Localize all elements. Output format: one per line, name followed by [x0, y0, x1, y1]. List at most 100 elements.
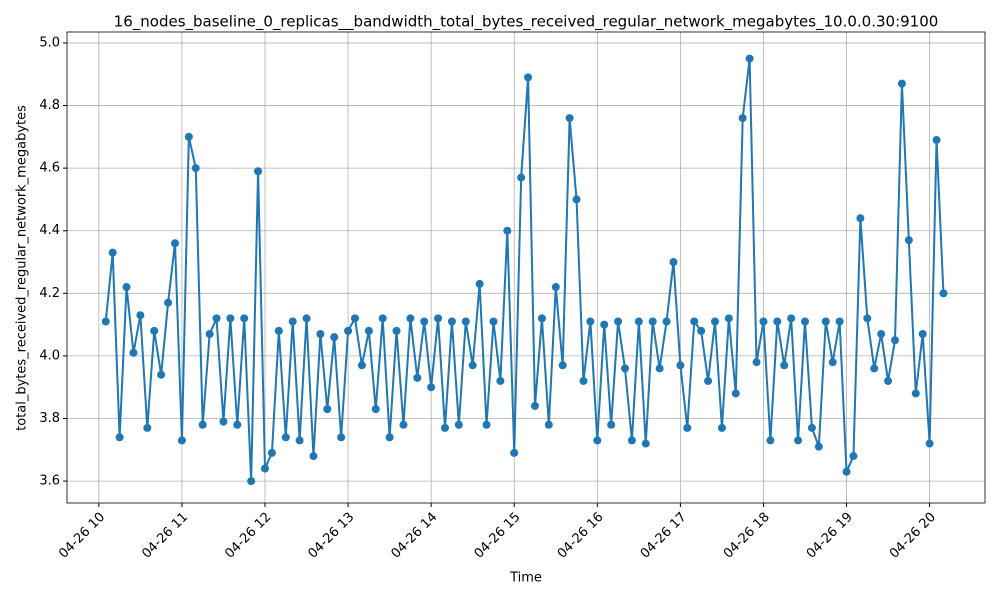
data-point [641, 439, 650, 448]
data-point [537, 314, 546, 323]
data-point [344, 326, 353, 335]
data-point [399, 420, 408, 429]
data-point [288, 317, 297, 326]
data-point [171, 239, 179, 248]
data-point [870, 364, 879, 373]
data-point [884, 376, 893, 385]
data-point [856, 214, 865, 223]
data-point [849, 452, 858, 461]
data-point [122, 283, 131, 292]
data-point [828, 358, 837, 367]
data-point [911, 389, 920, 398]
x-tick-label: 04-26 19 [804, 510, 856, 562]
data-point [254, 167, 263, 176]
data-point [136, 311, 145, 320]
data-point [683, 423, 692, 432]
y-tick-label: 4.8 [39, 98, 60, 113]
x-tick-label: 04-26 18 [721, 510, 773, 562]
data-point [496, 376, 505, 385]
data-point [662, 317, 671, 326]
data-point [939, 289, 948, 298]
data-point [434, 314, 443, 323]
data-point [711, 317, 719, 326]
data-point [676, 361, 685, 370]
data-point [309, 452, 318, 461]
data-point [863, 314, 872, 323]
data-point [842, 467, 851, 476]
data-point [558, 361, 567, 370]
data-point [247, 477, 256, 486]
data-point [482, 420, 491, 429]
x-tick-label: 04-26 12 [222, 510, 274, 562]
data-point [392, 326, 401, 335]
data-point [420, 317, 429, 326]
chart-title: 16_nodes_baseline_0_replicas__bandwidth_… [114, 13, 939, 32]
data-point [593, 436, 602, 445]
data-point [274, 326, 283, 335]
data-point [704, 376, 713, 385]
data-point [233, 420, 242, 429]
data-point [891, 336, 899, 345]
y-tick-label: 4.0 [39, 348, 60, 363]
x-tick-label: 04-26 15 [472, 510, 524, 562]
y-axis-label: total_bytes_received_regular_network_meg… [15, 105, 30, 431]
x-axis-label: Time [509, 571, 542, 586]
data-point [427, 383, 436, 392]
data-point [634, 317, 643, 326]
data-point [503, 226, 512, 235]
data-point [787, 314, 796, 323]
data-point [337, 433, 346, 442]
data-point [447, 317, 456, 326]
data-point [918, 330, 927, 339]
data-point [357, 361, 366, 370]
data-point [531, 401, 539, 410]
data-point [261, 464, 269, 473]
data-point [364, 326, 373, 335]
data-point [627, 436, 636, 445]
data-point [226, 314, 235, 323]
data-point [655, 364, 664, 373]
data-point [717, 423, 726, 432]
data-point [198, 420, 207, 429]
data-point [378, 314, 387, 323]
data-point [759, 317, 768, 326]
data-point [316, 330, 325, 339]
data-point [240, 314, 249, 323]
data-point [150, 326, 159, 335]
data-point [607, 420, 616, 429]
data-point [517, 173, 526, 182]
data-point [925, 439, 934, 448]
data-point [690, 317, 699, 326]
data-point [184, 132, 193, 141]
data-point [489, 317, 498, 326]
data-point [323, 405, 332, 414]
data-point [932, 135, 941, 144]
data-point [807, 423, 816, 432]
data-point [794, 436, 803, 445]
y-tick-label: 4.2 [39, 286, 60, 301]
data-point [572, 195, 581, 204]
data-point [351, 314, 359, 323]
y-tick-label: 5.0 [39, 35, 60, 50]
data-point [267, 448, 276, 457]
data-point [101, 317, 110, 326]
data-point [510, 448, 519, 457]
data-point [371, 405, 380, 414]
y-tick-label: 4.6 [39, 161, 60, 176]
data-point [413, 373, 422, 382]
data-point [177, 436, 186, 445]
data-point [780, 361, 789, 370]
plot-frame [66, 31, 986, 504]
y-tick-label: 3.6 [39, 474, 60, 489]
data-point [648, 317, 657, 326]
data-point [600, 320, 609, 329]
data-point [551, 283, 560, 292]
y-tick-label: 4.4 [39, 223, 60, 238]
data-point [897, 79, 906, 88]
data-point [164, 298, 173, 307]
data-point [475, 279, 484, 288]
data-point [406, 314, 415, 323]
data-point [745, 54, 754, 63]
data-point [835, 317, 844, 326]
data-point [877, 330, 886, 339]
